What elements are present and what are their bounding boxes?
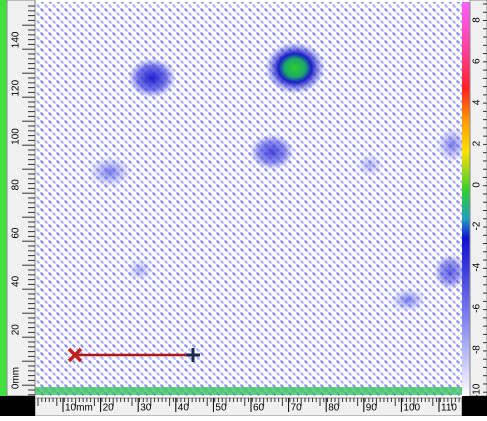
left-label: 20 (11, 324, 22, 336)
left-label: 80 (11, 179, 22, 191)
bottom-label: 50 (215, 403, 227, 414)
bottom-label: 80 (328, 403, 340, 414)
right-label: -8 (472, 345, 483, 354)
corner (0, 396, 35, 416)
color-bar (462, 2, 470, 396)
scan-image (35, 2, 462, 396)
right-label: 6 (472, 58, 483, 64)
bottom-label: 10mm (65, 403, 93, 414)
left-label: 120 (11, 79, 22, 96)
right-label: -2 (472, 221, 483, 230)
left-label: 40 (11, 275, 22, 287)
left-label: 100 (11, 128, 22, 145)
left-strip (0, 0, 7, 396)
bottom-label: 40 (178, 403, 190, 414)
right-label: 8 (472, 17, 483, 23)
left-label: 60 (11, 227, 22, 239)
bottom-label: 70 (291, 403, 303, 414)
bottom-label: 30 (140, 403, 152, 414)
right-label: 0 (472, 182, 483, 188)
right-label: -4 (472, 262, 483, 271)
left-label: 0mm (11, 367, 22, 389)
bottom-label: 110 (441, 403, 457, 414)
bottom-label: 20 (103, 403, 115, 414)
bottom-label: 90 (366, 403, 378, 414)
bottom-label: 100 (403, 403, 420, 414)
right-label: 4 (472, 99, 483, 105)
right-label: 2 (472, 140, 483, 146)
right-label: -10 (472, 383, 483, 398)
scan-view: 0mm2040608010012014010mm2030405060708090… (0, 0, 487, 416)
bottom-label: 60 (253, 403, 265, 414)
left-label: 140 (11, 31, 22, 48)
right-label: -6 (472, 304, 483, 313)
